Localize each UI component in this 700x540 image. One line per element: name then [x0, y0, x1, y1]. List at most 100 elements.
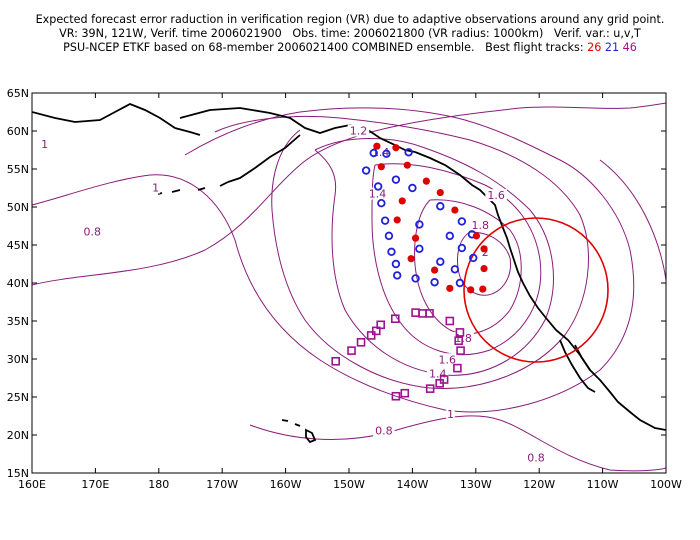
track-b-point	[450, 265, 460, 274]
track-c-point	[391, 391, 401, 401]
contour-label: 1.6	[439, 353, 457, 366]
contour-label-bg	[436, 353, 459, 366]
track-b-point	[436, 257, 445, 266]
track-c-count: 46	[622, 40, 637, 54]
track-b-point	[430, 278, 439, 287]
contour-0.8-east	[599, 159, 666, 281]
y-tick-label: 15N	[7, 467, 29, 480]
track-c-markers	[331, 308, 465, 401]
x-tick-label: 170E	[81, 478, 109, 491]
y-tick-label: 20N	[7, 429, 29, 442]
contour-label: 1.8	[471, 219, 489, 232]
contour-label-bg	[469, 218, 491, 231]
y-tick-label: 40N	[7, 277, 29, 290]
contour-1.0	[32, 107, 635, 413]
contour-label-bg	[485, 189, 507, 202]
track-b-point	[380, 216, 390, 225]
contour-1.4	[314, 138, 554, 376]
track-b-point	[411, 274, 420, 283]
y-tick-label: 55N	[7, 163, 29, 176]
y-tick-label: 35N	[7, 315, 29, 328]
y-tick-label: 60N	[7, 125, 29, 138]
header-line-3: PSU-NCEP ETKF based on 68-member 2006021…	[11, 40, 690, 54]
contour-label: 2	[482, 246, 489, 259]
track-c-point	[400, 388, 410, 398]
track-a-point	[436, 188, 444, 197]
track-b-point	[415, 220, 424, 229]
track-b-point	[361, 166, 371, 175]
track-b-point	[469, 253, 478, 263]
contour-label: 1.6	[487, 189, 505, 202]
contour-label: 1	[152, 182, 159, 195]
track-c-point	[435, 379, 444, 388]
track-b-markers	[361, 148, 478, 288]
y-tick-label: 45N	[7, 239, 29, 252]
track-b-point	[404, 148, 413, 157]
track-a-point	[422, 177, 430, 185]
track-c-point	[455, 328, 465, 337]
coastlines	[32, 103, 666, 444]
contour-label-bg	[366, 187, 389, 200]
track-a-point	[446, 284, 454, 292]
x-tick-label: 150W	[333, 478, 365, 491]
track-a-point	[472, 232, 481, 240]
track-c-point	[366, 331, 376, 340]
x-tick-label: 120W	[523, 478, 555, 491]
track-b-point	[369, 148, 378, 158]
track-c-point	[411, 308, 420, 317]
track-b-point	[391, 175, 401, 184]
contour-label: 1	[447, 408, 454, 421]
contour-label: 1.4	[369, 188, 387, 201]
track-a-point	[377, 163, 385, 171]
track-b-point	[373, 182, 383, 191]
track-b-point	[415, 244, 424, 253]
contour-label: 1.2	[350, 125, 368, 138]
track-c-point	[371, 326, 381, 336]
contour-1.2	[214, 115, 589, 390]
track-b-point	[436, 202, 445, 211]
contour-labels: 1.211.41 1.40.81.61.821.81.61.410.80.8	[40, 124, 547, 464]
track-c-point	[425, 309, 434, 318]
verification-region-circle	[463, 217, 609, 363]
track-b-point	[384, 231, 394, 241]
track-b-point	[408, 183, 417, 193]
track-a-point	[392, 144, 400, 152]
track-b-point	[445, 231, 455, 241]
track-c-point	[376, 320, 386, 330]
contour-label: 0.8	[375, 425, 393, 438]
contour-label: 1	[41, 138, 48, 151]
x-tick-label: 180	[148, 478, 169, 491]
x-tick-label: 160W	[270, 478, 302, 491]
contour-label-bg	[452, 332, 474, 344]
x-tick-label: 130W	[460, 478, 492, 491]
header-line-2: VR: 39N, 121W, Verif. time 2006021900 Ob…	[59, 26, 641, 40]
track-a-point	[373, 142, 381, 150]
contour-lines	[32, 102, 666, 472]
track-a-point	[411, 234, 420, 242]
header-line-1: Expected forecast error raduction in ver…	[35, 12, 665, 26]
track-a-point	[430, 266, 439, 274]
contour-label-bg	[347, 124, 370, 137]
contour-label: 1.4	[429, 368, 447, 381]
track-c-point	[331, 356, 340, 366]
header-line-3-text: PSU-NCEP ETKF based on 68-member 2006021…	[63, 40, 584, 54]
y-tick-label: 50N	[7, 201, 29, 214]
track-a-point	[393, 216, 401, 224]
contour-label-bg	[40, 138, 49, 151]
contour-label-bg	[373, 424, 395, 437]
contour-2.0	[457, 231, 512, 296]
track-a-point	[467, 286, 475, 294]
track-b-point	[457, 217, 467, 226]
x-tick-label: 100W	[650, 478, 682, 491]
track-b-count: 21	[604, 40, 620, 54]
track-b-point	[382, 149, 391, 158]
track-b-point	[391, 259, 401, 269]
x-tick-label: 140W	[396, 478, 428, 491]
x-tick-label: 170W	[206, 478, 238, 491]
y-tick-label: 65N	[7, 87, 29, 100]
alaska-coast	[32, 103, 416, 183]
x-tick-label: 110W	[587, 478, 619, 491]
contour-label-bg	[525, 451, 547, 464]
track-b-point	[457, 243, 467, 253]
